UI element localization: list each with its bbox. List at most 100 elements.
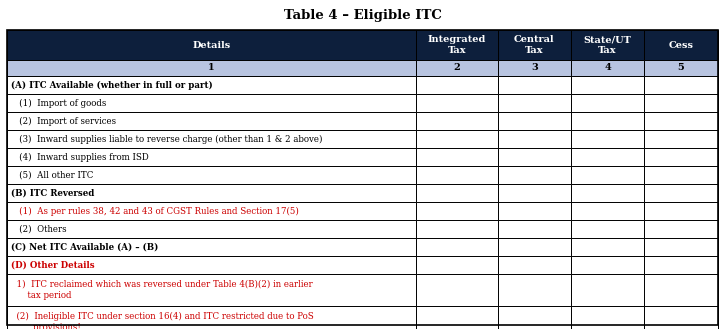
Bar — [416, 306, 497, 329]
Text: (2)  Import of services: (2) Import of services — [11, 116, 116, 126]
Bar — [7, 202, 416, 220]
Bar — [7, 256, 416, 274]
Bar — [7, 30, 718, 325]
Bar — [416, 94, 497, 112]
Bar — [644, 30, 718, 60]
Bar — [644, 130, 718, 148]
Bar — [416, 220, 497, 238]
Bar — [571, 166, 644, 184]
Bar — [7, 166, 416, 184]
Bar — [7, 112, 416, 130]
Text: (A) ITC Available (whether in full or part): (A) ITC Available (whether in full or pa… — [11, 80, 212, 89]
Bar — [644, 76, 718, 94]
Bar — [497, 60, 571, 76]
Bar — [571, 94, 644, 112]
Bar — [571, 306, 644, 329]
Text: Table 4 – Eligible ITC: Table 4 – Eligible ITC — [283, 10, 442, 22]
Bar — [571, 76, 644, 94]
Text: Cess: Cess — [668, 40, 694, 49]
Bar — [416, 60, 497, 76]
Bar — [7, 220, 416, 238]
Text: (B) ITC Reversed: (B) ITC Reversed — [11, 189, 94, 197]
Bar — [416, 274, 497, 306]
Bar — [571, 274, 644, 306]
Bar — [7, 130, 416, 148]
Bar — [416, 166, 497, 184]
Bar — [416, 238, 497, 256]
Bar — [7, 148, 416, 166]
Bar — [416, 112, 497, 130]
Bar — [497, 148, 571, 166]
Bar — [571, 112, 644, 130]
Bar — [497, 112, 571, 130]
Text: 1)  ITC reclaimed which was reversed under Table 4(B)(2) in earlier
      tax pe: 1) ITC reclaimed which was reversed unde… — [11, 280, 312, 300]
Bar — [497, 130, 571, 148]
Bar — [497, 184, 571, 202]
Bar — [571, 220, 644, 238]
Bar — [571, 184, 644, 202]
Bar — [7, 306, 416, 329]
Bar — [416, 130, 497, 148]
Text: (5)  All other ITC: (5) All other ITC — [11, 170, 94, 180]
Bar — [571, 256, 644, 274]
Bar — [644, 274, 718, 306]
Bar — [7, 60, 416, 76]
Bar — [7, 76, 416, 94]
Bar — [416, 148, 497, 166]
Text: 4: 4 — [604, 63, 611, 72]
Bar — [497, 256, 571, 274]
Bar — [571, 60, 644, 76]
Bar — [7, 30, 416, 60]
Bar — [644, 166, 718, 184]
Bar — [416, 184, 497, 202]
Bar — [644, 220, 718, 238]
Text: Integrated
Tax: Integrated Tax — [428, 35, 486, 55]
Text: 3: 3 — [531, 63, 537, 72]
Bar — [571, 238, 644, 256]
Bar — [644, 60, 718, 76]
Bar — [7, 274, 416, 306]
Bar — [571, 202, 644, 220]
Bar — [571, 148, 644, 166]
Text: (3)  Inward supplies liable to reverse charge (other than 1 & 2 above): (3) Inward supplies liable to reverse ch… — [11, 135, 323, 143]
Bar — [416, 256, 497, 274]
Text: (2)  Ineligible ITC under section 16(4) and ITC restricted due to PoS
        pr: (2) Ineligible ITC under section 16(4) a… — [11, 312, 314, 329]
Bar — [497, 94, 571, 112]
Bar — [497, 30, 571, 60]
Text: (D) Other Details: (D) Other Details — [11, 261, 95, 269]
Bar — [644, 306, 718, 329]
Bar — [416, 202, 497, 220]
Bar — [571, 30, 644, 60]
Bar — [497, 166, 571, 184]
Text: (1)  As per rules 38, 42 and 43 of CGST Rules and Section 17(5): (1) As per rules 38, 42 and 43 of CGST R… — [11, 206, 299, 215]
Bar — [644, 238, 718, 256]
Text: 2: 2 — [453, 63, 460, 72]
Text: Central
Tax: Central Tax — [514, 35, 555, 55]
Bar — [571, 130, 644, 148]
Bar — [7, 94, 416, 112]
Bar — [7, 238, 416, 256]
Bar — [644, 112, 718, 130]
Text: 1: 1 — [208, 63, 215, 72]
Bar — [644, 202, 718, 220]
Text: 5: 5 — [678, 63, 684, 72]
Bar — [497, 274, 571, 306]
Bar — [7, 184, 416, 202]
Text: (C) Net ITC Available (A) – (B): (C) Net ITC Available (A) – (B) — [11, 242, 158, 251]
Text: (1)  Import of goods: (1) Import of goods — [11, 98, 107, 108]
Bar — [497, 238, 571, 256]
Bar — [644, 184, 718, 202]
Bar — [644, 94, 718, 112]
Bar — [497, 76, 571, 94]
Bar — [416, 76, 497, 94]
Text: (4)  Inward supplies from ISD: (4) Inward supplies from ISD — [11, 152, 149, 162]
Bar — [497, 220, 571, 238]
Bar — [644, 256, 718, 274]
Bar — [416, 30, 497, 60]
Text: (2)  Others: (2) Others — [11, 224, 67, 234]
Bar — [497, 202, 571, 220]
Bar — [497, 306, 571, 329]
Text: State/UT
Tax: State/UT Tax — [584, 35, 631, 55]
Text: Details: Details — [192, 40, 231, 49]
Bar — [644, 148, 718, 166]
